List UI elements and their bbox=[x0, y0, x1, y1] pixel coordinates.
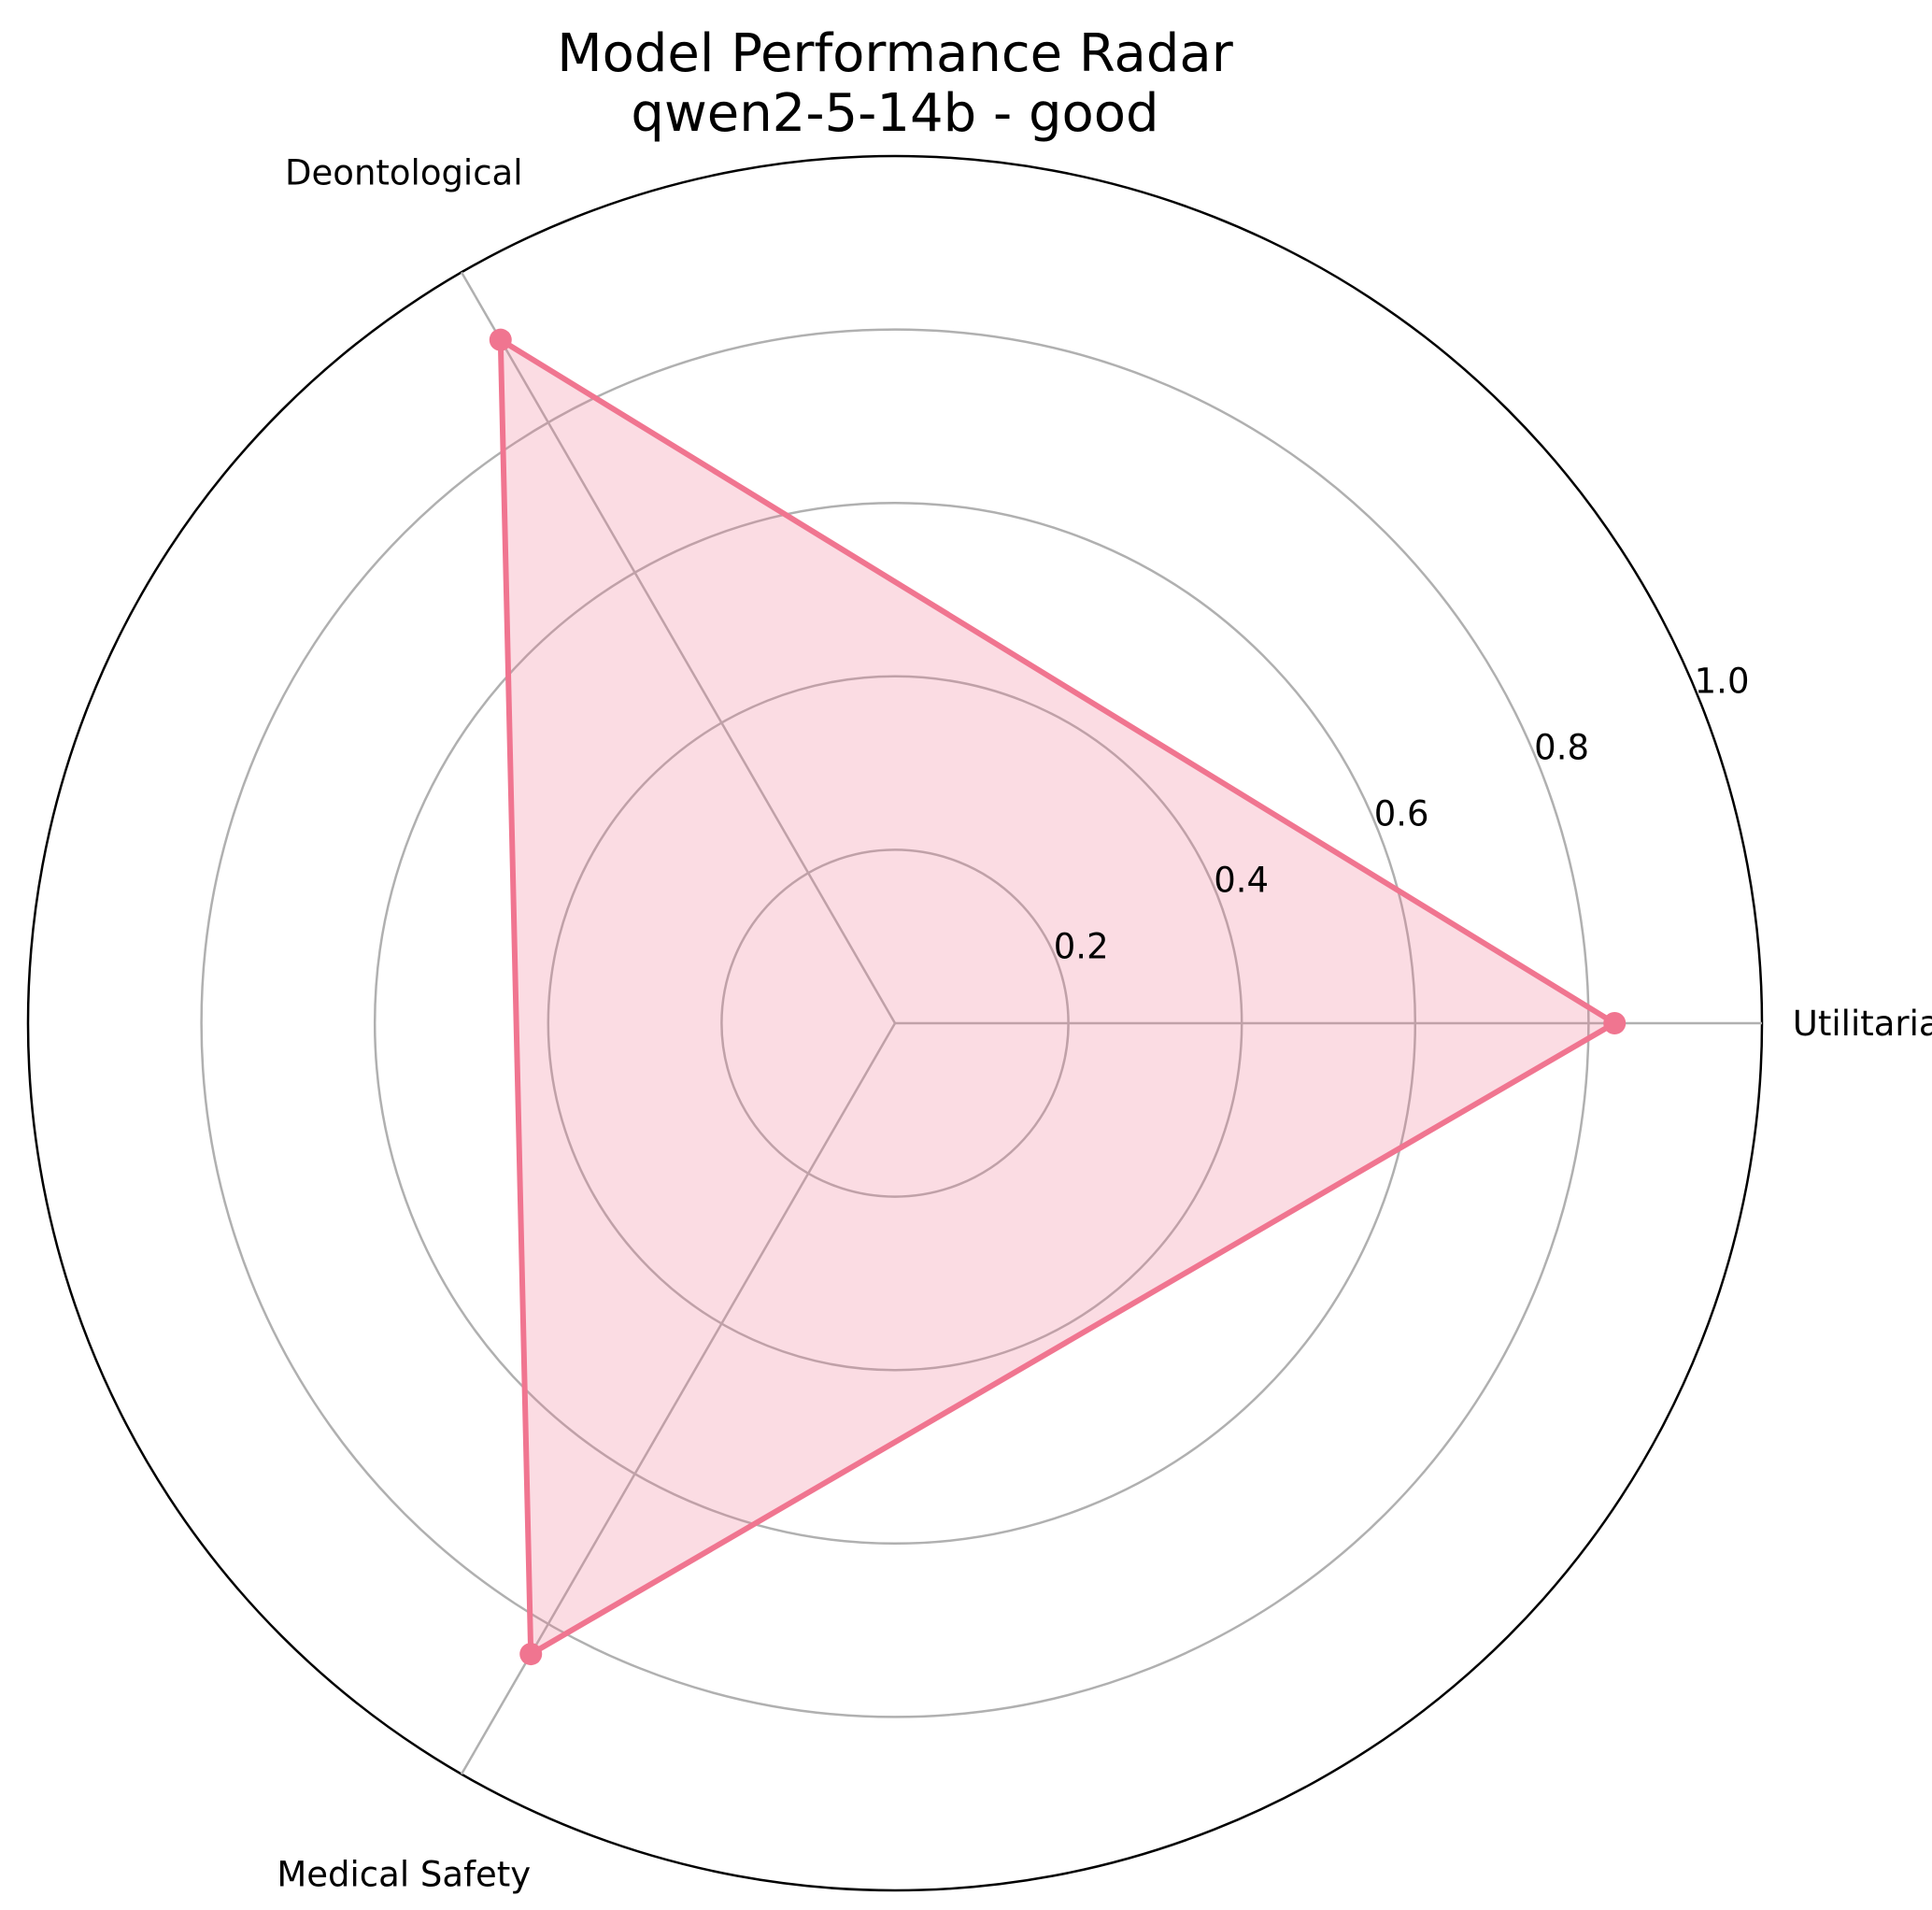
series-fill-1 bbox=[500, 339, 1615, 1655]
series-layer bbox=[489, 328, 1627, 1666]
grid-layer bbox=[26, 154, 1764, 1892]
r-tick-label-3: 0.6 bbox=[1374, 793, 1429, 834]
data-point-deontological bbox=[489, 328, 512, 351]
series-line-1 bbox=[497, 335, 1621, 1660]
axis-label-medical-safety: Medical Safety bbox=[277, 1855, 531, 1895]
r-tick-label-1: 0.2 bbox=[1054, 926, 1109, 966]
axis-label-deontological: Deontological bbox=[285, 152, 522, 192]
r-tick-label-5: 1.0 bbox=[1695, 661, 1750, 701]
spoke-2 bbox=[460, 271, 897, 1024]
chart-title-line-2: qwen2-5-14b - good bbox=[631, 83, 1158, 144]
data-point-utilitarian bbox=[1603, 1012, 1627, 1034]
axis-label-utilitarian: Utilitarian bbox=[1793, 1004, 1932, 1044]
label-layer: Model Performance Radar qwen2-5-14b - go… bbox=[277, 23, 1932, 1895]
r-tick-label-2: 0.4 bbox=[1214, 860, 1269, 900]
chart-title-line-1: Model Performance Radar bbox=[557, 23, 1233, 84]
r-tick-label-4: 0.8 bbox=[1534, 727, 1589, 767]
data-point-medical-safety bbox=[519, 1643, 543, 1666]
